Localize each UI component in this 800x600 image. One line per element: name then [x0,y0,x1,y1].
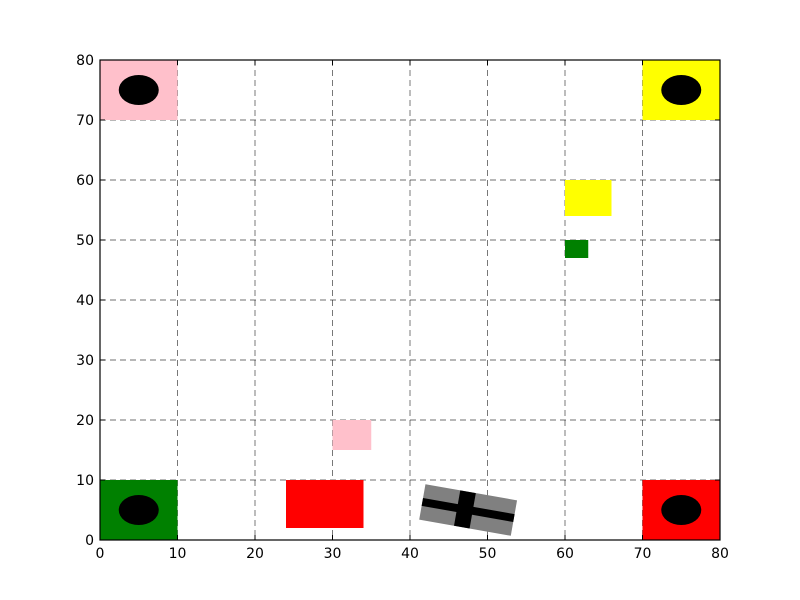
zone-marker-red [661,495,702,525]
y-tick-label: 0 [85,533,94,549]
x-tick-label: 40 [401,546,419,562]
block-green [565,240,589,258]
x-tick-label: 60 [556,546,574,562]
y-tick-label: 70 [76,113,94,129]
agent [419,484,518,536]
blocks [286,180,612,528]
y-tick-label: 20 [76,413,94,429]
y-tick-label: 50 [76,233,94,249]
y-tick-label: 30 [76,353,94,369]
y-tick-label: 60 [76,173,94,189]
x-tick-label: 80 [711,546,729,562]
grid [100,60,720,540]
x-tick-label: 0 [96,546,105,562]
y-tick-label: 10 [76,473,94,489]
y-tick-label: 40 [76,293,94,309]
y-tick-label: 80 [76,53,94,69]
agent-body [419,484,518,536]
block-red [286,480,364,528]
corner-zones [100,60,720,540]
x-tick-label: 10 [169,546,187,562]
axis-ticks: 0 10 20 30 40 50 60 70 80 0 10 20 30 40 50 60 70 80 [76,53,729,562]
x-tick-label: 30 [324,546,342,562]
zone-marker-yellow [661,75,702,105]
agent-beam [454,490,476,529]
x-tick-label: 50 [479,546,497,562]
block-yellow [565,180,612,216]
x-tick-label: 20 [246,546,264,562]
block-pink [332,420,372,450]
zone-marker-green [118,495,159,525]
zone-marker-pink [118,75,159,105]
x-tick-label: 70 [634,546,652,562]
